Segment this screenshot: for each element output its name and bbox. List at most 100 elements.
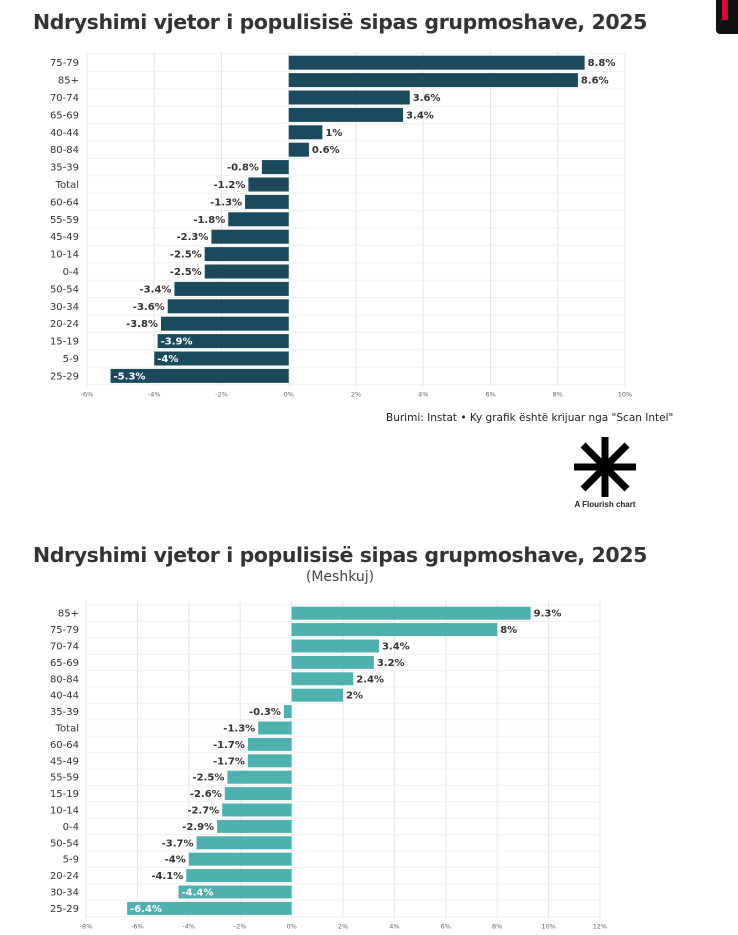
chart2-tick-label: 12% <box>593 923 607 931</box>
chart2-category-label: 0-4 <box>63 822 79 833</box>
chart1-category-label: 35-39 <box>50 163 79 174</box>
chart1-category-label: 25-29 <box>50 371 79 382</box>
chart1-bar <box>228 212 289 227</box>
chart1-category-label: 40-44 <box>50 128 79 139</box>
chart1-bar <box>204 247 289 262</box>
chart2-category-label: 65-69 <box>50 658 79 669</box>
chart2-data-label: 8% <box>500 625 517 636</box>
chart2-bar <box>247 737 292 751</box>
chart1-title: Ndryshimi vjetor i populisisë sipas grup… <box>32 10 648 34</box>
chart2-data-label: -1.7% <box>213 740 245 751</box>
chart2-category-label: 60-64 <box>50 740 79 751</box>
chart2-tick-label: -2% <box>234 923 247 931</box>
chart1-data-label: -3.8% <box>126 319 158 330</box>
chart1-data-label: 0.6% <box>312 145 340 156</box>
chart2-category-label: 80-84 <box>50 674 79 685</box>
chart2-subtitle: (Meshkuj) <box>305 569 375 585</box>
chart1-data-label: 1% <box>325 128 342 139</box>
chart1-data-label: -0.8% <box>227 163 259 174</box>
chart2-bar <box>227 770 292 784</box>
flourish-logo[interactable]: A Flourish chart <box>570 434 640 512</box>
chart2-data-label: 2% <box>346 691 363 702</box>
chart2-title: Ndryshimi vjetor i populisisë sipas grup… <box>32 543 648 567</box>
chart1-bar <box>204 264 289 279</box>
chart2-data-label: -1.7% <box>213 756 245 767</box>
chart2-bar <box>283 705 292 719</box>
chart1-category-label: 55-59 <box>50 215 79 226</box>
chart1-category-label: 45-49 <box>50 232 79 243</box>
chart1-bar <box>288 125 323 140</box>
chart1-category-label: 80-84 <box>50 145 79 156</box>
chart2-bar <box>196 836 292 850</box>
chart2-bar <box>291 655 374 669</box>
chart2-bar <box>222 803 292 817</box>
source-note: Burimi: Instat • Ky grafik është krijuar… <box>386 412 674 424</box>
chart1-data-label: 3.4% <box>406 110 434 121</box>
chart1-data-label: 8.8% <box>588 58 616 69</box>
chart1-category-label: 15-19 <box>50 337 79 348</box>
chart1-data-label: -5.3% <box>114 371 146 382</box>
chart1-data-label: -1.8% <box>193 215 225 226</box>
chart2-tick-label: 4% <box>389 923 399 931</box>
chart1-data-label: 3.6% <box>413 93 441 104</box>
chart2-bar <box>178 885 292 899</box>
chart1-category-label: Total <box>55 180 79 191</box>
chart1-category-label: 70-74 <box>50 93 79 104</box>
chart2-bar <box>291 623 498 637</box>
corner-badge <box>716 0 738 34</box>
chart1-category-label: 50-54 <box>50 284 79 295</box>
chart2-tick-label: 8% <box>492 923 502 931</box>
chart2-data-label: 2.4% <box>356 674 384 685</box>
chart2-data-label: -0.3% <box>249 707 281 718</box>
chart2-category-label: 50-54 <box>50 838 79 849</box>
chart1-tick-label: 8% <box>553 391 563 399</box>
chart1-data-label: -3.9% <box>161 337 193 348</box>
chart1-tick-label: -2% <box>215 391 228 399</box>
chart1-bar <box>167 299 289 314</box>
chart2-bar <box>247 754 292 768</box>
chart2-data-label: -1.3% <box>223 724 255 735</box>
chart1-bar <box>157 334 289 349</box>
chart1-bar <box>154 351 289 366</box>
chart2-category-label: 70-74 <box>50 642 79 653</box>
chart2-category-label: 15-19 <box>50 789 79 800</box>
chart2-category-label: 25-29 <box>50 904 79 915</box>
chart2-data-label: -6.4% <box>130 904 162 915</box>
chart1-category-label: 85+ <box>58 76 79 87</box>
chart2-category-label: 5-9 <box>63 855 79 866</box>
chart1-data-label: -4% <box>157 354 178 365</box>
chart2-tick-label: 0% <box>286 923 296 931</box>
chart1-data-label: -2.5% <box>170 267 202 278</box>
chart2-category-label: 10-14 <box>50 806 79 817</box>
chart2-category-label: 75-79 <box>50 625 79 636</box>
chart1-tick-label: 6% <box>485 391 495 399</box>
chart1-data-label: -1.3% <box>210 197 242 208</box>
chart1-tick-label: -6% <box>81 391 94 399</box>
chart2-category-label: 30-34 <box>50 888 79 899</box>
chart1-bar <box>261 160 289 175</box>
chart1-tick-label: -4% <box>148 391 161 399</box>
chart2-category-label: 20-24 <box>50 871 79 882</box>
chart1-bar-chart: 75-79 8.8% 85+ 8.6% 70-74 3.6% 65-69 3.4% 40-44 1… <box>50 52 632 399</box>
chart2-data-label: -2.6% <box>190 789 222 800</box>
chart2-tick-label: 2% <box>338 923 348 931</box>
chart1-tick-label: 0% <box>284 391 294 399</box>
chart2-bar <box>291 606 531 620</box>
chart2-data-label: -4.1% <box>151 871 183 882</box>
chart1-bar <box>211 229 289 244</box>
chart1-category-label: 60-64 <box>50 197 79 208</box>
chart2-data-label: 9.3% <box>534 609 562 620</box>
chart1-bar <box>288 55 585 70</box>
chart1-category-label: 5-9 <box>63 354 79 365</box>
chart2-category-label: 45-49 <box>50 756 79 767</box>
chart2-bar <box>224 787 292 801</box>
chart2-category-label: Total <box>55 724 79 735</box>
chart2-bar <box>291 688 343 702</box>
chart1-tick-label: 10% <box>618 391 632 399</box>
chart1-tick-label: 4% <box>418 391 428 399</box>
chart2-bar <box>291 639 379 653</box>
chart2-data-label: -4% <box>165 855 186 866</box>
chart2-data-label: -3.7% <box>162 838 194 849</box>
chart2-category-label: 55-59 <box>50 773 79 784</box>
chart2-tick-label: -8% <box>80 923 93 931</box>
